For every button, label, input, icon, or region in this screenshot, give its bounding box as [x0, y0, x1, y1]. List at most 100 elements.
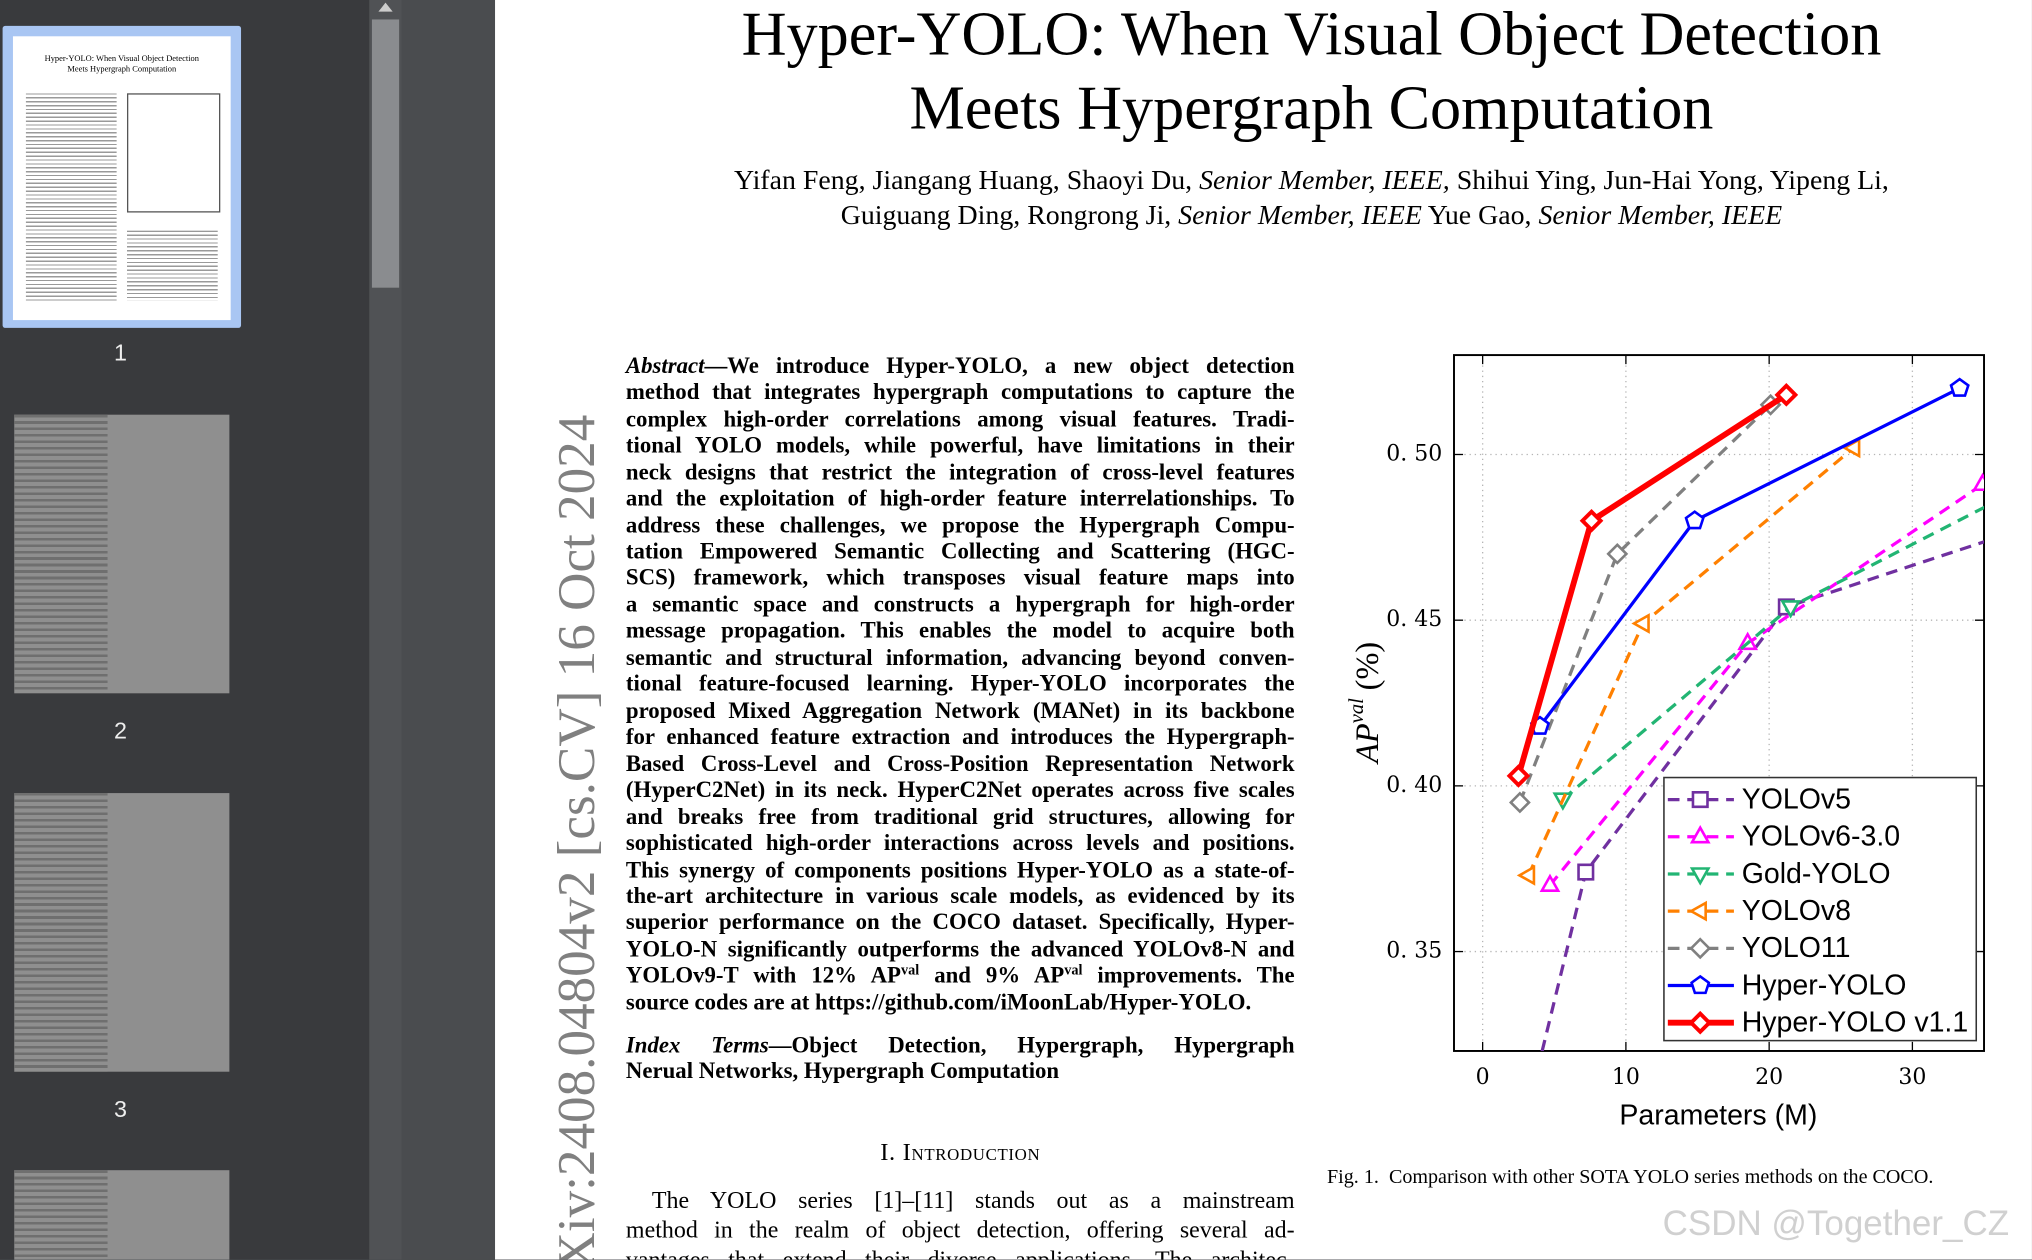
y-label-base: AP: [1350, 723, 1386, 765]
data-point: [1774, 383, 1799, 407]
page-thumbnail[interactable]: [14, 1170, 230, 1260]
abstract-line: YOLO-N significantly outperforms the adv…: [626, 935, 1295, 962]
page-thumbnail[interactable]: [14, 414, 230, 694]
y-label-unit: (%): [1350, 642, 1386, 691]
text-run: and breaks free from traditional grid st…: [625, 802, 1295, 829]
abstract-line: tional feature-focused learning. Hyper-Y…: [626, 670, 1295, 697]
x-tick-label: 0: [1476, 1065, 1490, 1090]
thumbnail-sidebar: Hyper-YOLO: When Visual Object Detection…: [0, 0, 370, 1260]
data-point: [1949, 377, 1970, 397]
figure-caption: Fig. 1. Comparison with other SOTA YOLO …: [1327, 1166, 1934, 1189]
text-run: Based Cross-Level and Cross-Position Rep…: [625, 749, 1295, 776]
text-run: Shihui Ying, Jun-Hai Yong, Yipeng Li,: [1449, 164, 1889, 196]
text-run: (HyperC2Net) in its neck. HyperC2Net ope…: [625, 776, 1295, 803]
index-terms-line: Index Terms—Object Detection, Hypergraph…: [626, 1031, 1295, 1058]
text-run: address these challenges, we propose the…: [625, 511, 1295, 538]
text-run: and 9% AP: [919, 962, 1065, 988]
text-run: complex high-order correlations among vi…: [625, 405, 1295, 432]
abstract-line: (HyperC2Net) in its neck. HyperC2Net ope…: [626, 776, 1295, 803]
pdf-page: [495, 0, 2032, 1260]
data-point: [1780, 600, 1802, 619]
watermark: CSDN @Together_CZ: [1663, 1204, 2009, 1243]
text-run: the-art architecture in various scale mo…: [625, 882, 1295, 909]
plot-area: [1506, 377, 1985, 1051]
text-run: sophisticated high-order interactions ac…: [625, 829, 1295, 856]
legend-marker: [1688, 900, 1707, 922]
superscript: val: [900, 963, 920, 979]
legend-label: YOLOv6-3.0: [1742, 821, 1900, 853]
paper-title-line: Meets Hypergraph Computation: [909, 73, 1714, 143]
page-thumbnail[interactable]: [14, 793, 230, 1072]
author-line: Guiguang Ding, Rongrong Ji, Senior Membe…: [495, 198, 2032, 233]
paper-title-line: Hyper-YOLO: When Visual Object Detection: [741, 0, 1882, 69]
text-run: tional YOLO models, while powerful, have…: [625, 431, 1295, 458]
text-run: neck designs that restrict the integrati…: [625, 458, 1295, 485]
text-run: YOLOv9-T with 12% AP: [625, 962, 901, 988]
abstract-line: source codes are at https://github.com/i…: [626, 989, 1295, 1016]
text-run: semantic and structural information, adv…: [625, 643, 1295, 670]
abstract-line: for enhanced feature extraction and intr…: [626, 723, 1295, 750]
legend-marker: [1689, 825, 1711, 844]
page-thumbnail[interactable]: Hyper-YOLO: When Visual Object Detection…: [12, 36, 231, 321]
thumbnail-chart: [126, 93, 221, 213]
abstract-line: This synergy of components positions Hyp…: [626, 856, 1295, 883]
text-run: vantages that extend their diverse appli…: [626, 1247, 1295, 1259]
legend-label: Gold-YOLO: [1742, 858, 1891, 890]
data-point: [1631, 613, 1650, 634]
data-point: [1684, 510, 1705, 530]
text-run: tation Empowered Semantic Collecting and…: [625, 537, 1295, 564]
abstract-line: sophisticated high-order interactions ac…: [626, 829, 1295, 856]
introduction-line: method in the realm of object detection,…: [626, 1216, 1295, 1246]
text-run: SCS) framework, which transposes visual …: [625, 564, 1295, 591]
text-run: YOLO-N significantly outperforms the adv…: [625, 935, 1295, 962]
text-run: superior performance on the COCO dataset…: [625, 908, 1295, 935]
abstract-line: tional YOLO models, while powerful, have…: [626, 432, 1295, 459]
y-tick-label: 0. 40: [1386, 773, 1442, 798]
viewer-background: [401, 0, 496, 1260]
text-run: source codes are at https://github.com/i…: [625, 988, 1252, 1015]
text-run: Senior Member, IEEE,: [1199, 164, 1450, 196]
text-run: —Object Detection, Hypergraph, Hypergrap…: [768, 1031, 1295, 1058]
y-tick-label: 0. 35: [1386, 939, 1442, 964]
text-run: proposed Mixed Aggregation Network (MANe…: [625, 696, 1295, 723]
abstract-line: Based Cross-Level and Cross-Position Rep…: [626, 750, 1295, 777]
thumbnail-title: Hyper-YOLO: When Visual Object Detection…: [13, 54, 231, 75]
thumbnail-title-line: Meets Hypergraph Computation: [67, 64, 177, 74]
text-run: tional feature-focused learning. Hyper-Y…: [625, 670, 1295, 697]
x-tick-label: 10: [1612, 1065, 1640, 1090]
text-run: Guiguang Ding, Rongrong Ji,: [840, 199, 1179, 231]
series-line: [1518, 403, 1772, 804]
section-heading: I. Introduction: [880, 1139, 1041, 1167]
introduction-line: vantages that extend their diverse appli…: [626, 1246, 1295, 1259]
legend-box: [1663, 776, 1978, 1042]
text-run: This synergy of components positions Hyp…: [625, 855, 1295, 882]
y-label-sup: val: [1346, 698, 1368, 724]
x-tick-label: 20: [1755, 1065, 1783, 1090]
data-point: [1606, 543, 1629, 565]
series-line: [1561, 505, 1985, 801]
text-run: message propagation. This enables the mo…: [625, 617, 1295, 644]
text-run: improvements. The: [1082, 962, 1295, 988]
abstract-line: semantic and structural information, adv…: [626, 644, 1295, 671]
data-point: [1577, 863, 1595, 881]
legend-label: YOLOv5: [1742, 783, 1851, 815]
x-axis-label: Parameters (M): [1619, 1100, 1817, 1132]
y-tick-label: 0. 45: [1386, 607, 1442, 632]
legend-marker: [1689, 937, 1712, 960]
series-line: [1540, 540, 1985, 1051]
introduction-line: The YOLO series [1]–[11] stands out as a…: [652, 1186, 1295, 1216]
abstract-line: message propagation. This enables the mo…: [626, 617, 1295, 644]
legend-label: YOLOv8: [1742, 895, 1851, 927]
text-run: —We introduce Hyper-YOLO, a new object d…: [704, 352, 1295, 379]
plot-frame: [1453, 354, 1985, 1052]
scroll-up-arrow[interactable]: [376, 0, 395, 16]
y-tick-label: 0. 50: [1386, 441, 1442, 466]
legend-marker: [1689, 867, 1711, 886]
abstract-line: address these challenges, we propose the…: [626, 511, 1295, 538]
legend-label: YOLO11: [1742, 932, 1851, 964]
text-run: method in the realm of object detection,…: [625, 1217, 1295, 1244]
text-run: Senior Member, IEEE: [1538, 199, 1783, 231]
y-axis-label: APval (%): [1346, 642, 1387, 765]
scrollbar-thumb[interactable]: [371, 19, 400, 288]
